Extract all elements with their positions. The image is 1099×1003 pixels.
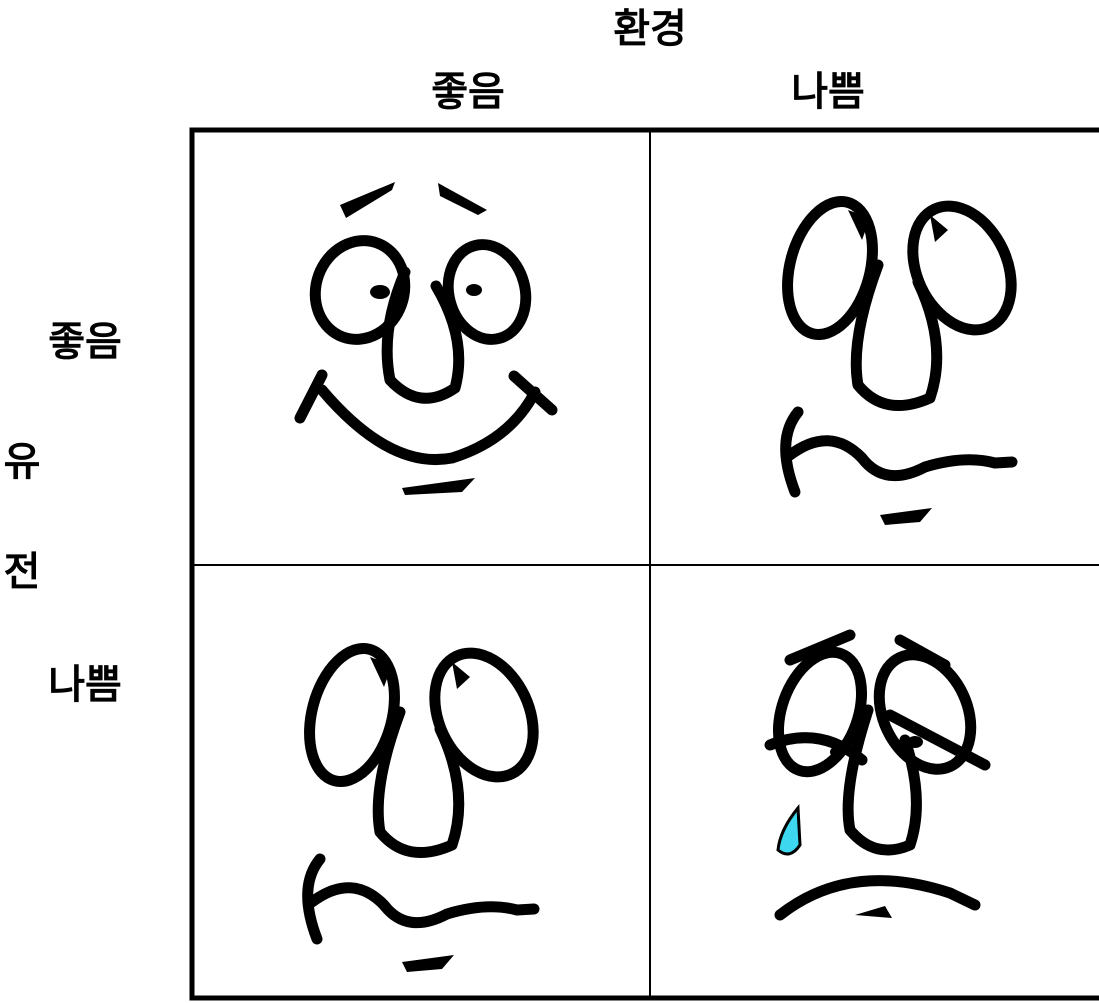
row-label: 좋음 (48, 318, 122, 365)
column-label: 나쁨 (791, 68, 865, 115)
row-label: 나쁨 (48, 661, 122, 708)
face-sad (296, 637, 552, 972)
face-sad (774, 190, 1030, 525)
face-crying (764, 629, 991, 921)
face-happy (294, 182, 558, 495)
gene-title-char: 전 (4, 548, 41, 595)
env-title: 환경 (613, 5, 687, 52)
gene-title-char: 유 (4, 438, 41, 485)
grid (189, 127, 1099, 1001)
column-label: 좋음 (431, 68, 505, 115)
